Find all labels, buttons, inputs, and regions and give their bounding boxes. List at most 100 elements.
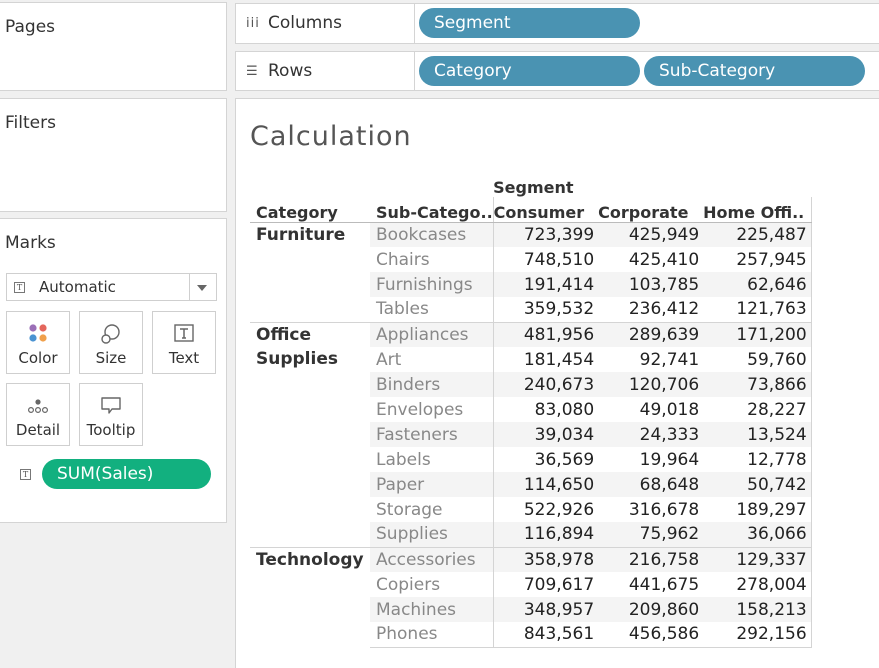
value-cell[interactable]: 92,741 bbox=[639, 349, 700, 370]
value-cell[interactable]: 441,675 bbox=[628, 574, 700, 595]
value-cell[interactable]: 456,586 bbox=[598, 622, 704, 648]
columns-shelf-label: iii Columns bbox=[236, 4, 415, 43]
value-cell[interactable]: 236,412 bbox=[628, 299, 700, 320]
size-card[interactable]: Size bbox=[79, 311, 143, 374]
table-row: Office Supplies Appliances 481,956 289,639 1… bbox=[250, 321, 812, 547]
chevron-down-icon[interactable] bbox=[197, 285, 207, 291]
color-card[interactable]: Color bbox=[6, 311, 70, 374]
sub-category-cell[interactable]: Copiers bbox=[376, 574, 441, 595]
value-cell[interactable]: 39,034 bbox=[492, 422, 599, 447]
sub-category-cell[interactable]: Paper bbox=[370, 472, 494, 497]
value-cell[interactable]: 49,018 bbox=[639, 399, 700, 420]
value-cell[interactable]: 73,866 bbox=[703, 372, 812, 397]
value-cell[interactable]: 19,964 bbox=[639, 449, 700, 470]
value-cell[interactable]: 425,410 bbox=[628, 249, 700, 270]
tooltip-card[interactable]: Tooltip bbox=[79, 383, 143, 446]
corporate-column-header[interactable]: Corporate bbox=[598, 197, 704, 223]
value-cell[interactable]: 522,926 bbox=[492, 497, 599, 522]
value-cell[interactable]: 209,860 bbox=[598, 597, 704, 622]
sub-category-cell[interactable]: Furnishings bbox=[370, 272, 494, 297]
value-cell[interactable]: 158,213 bbox=[703, 597, 812, 622]
category-cell[interactable]: Furniture bbox=[256, 224, 346, 245]
value-cell[interactable]: 50,742 bbox=[703, 472, 812, 497]
value-cell[interactable]: 68,648 bbox=[598, 472, 704, 497]
value-cell[interactable]: 171,200 bbox=[703, 321, 812, 347]
value-cell[interactable]: 240,673 bbox=[492, 372, 599, 397]
text-card[interactable]: Text bbox=[152, 311, 216, 374]
sub-category-cell[interactable]: Fasteners bbox=[370, 422, 494, 447]
value-cell[interactable]: 121,763 bbox=[703, 297, 812, 322]
value-cell[interactable]: 189,297 bbox=[703, 497, 812, 522]
category-cell[interactable]: Technology bbox=[250, 546, 370, 647]
value-cell[interactable]: 12,778 bbox=[703, 447, 812, 472]
value-cell[interactable]: 709,617 bbox=[492, 572, 599, 597]
value-cell[interactable]: 59,760 bbox=[703, 347, 812, 372]
value-cell[interactable]: 120,706 bbox=[598, 372, 704, 397]
value-cell[interactable]: 723,399 bbox=[492, 222, 599, 247]
sub-category-cell[interactable]: Phones bbox=[370, 622, 494, 648]
filters-panel[interactable]: Filters bbox=[0, 98, 227, 212]
columns-shelf[interactable]: iii Columns Segment bbox=[235, 3, 879, 44]
value-cell[interactable]: 75,962 bbox=[598, 522, 704, 547]
sub-category-cell[interactable]: Envelopes bbox=[376, 399, 464, 420]
category-cell[interactable]: Office Supplies bbox=[250, 321, 370, 547]
sub-category-cell[interactable]: Storage bbox=[376, 499, 443, 520]
value-cell[interactable]: 36,569 bbox=[492, 447, 599, 472]
mark-type-dropdown[interactable]: T Automatic bbox=[6, 273, 217, 301]
sub-category-cell[interactable]: Bookcases bbox=[370, 222, 494, 247]
value-cell[interactable]: 843,561 bbox=[492, 622, 599, 648]
value-cell[interactable]: 114,650 bbox=[492, 472, 599, 497]
sum-sales-pill[interactable]: SUM(Sales) bbox=[42, 459, 211, 489]
sub-category-cell[interactable]: Binders bbox=[370, 372, 494, 397]
value-cell[interactable]: 36,066 bbox=[703, 522, 812, 547]
value-cell[interactable]: 28,227 bbox=[703, 397, 812, 422]
segment-pill[interactable]: Segment bbox=[419, 8, 640, 38]
sub-category-column-header[interactable]: Sub-Catego.. bbox=[370, 197, 494, 223]
sub-category-cell[interactable]: Art bbox=[376, 349, 402, 370]
category-pill[interactable]: Category bbox=[419, 56, 640, 86]
value-cell[interactable]: 129,337 bbox=[703, 546, 812, 572]
consumer-column-header[interactable]: Consumer bbox=[492, 197, 599, 223]
text-encoding-icon[interactable]: T bbox=[20, 469, 31, 480]
value-cell[interactable]: 103,785 bbox=[598, 272, 704, 297]
size-circles-icon bbox=[101, 324, 120, 344]
sub-category-cell[interactable]: Labels bbox=[376, 449, 431, 470]
color-dots-icon bbox=[29, 324, 47, 342]
value-cell[interactable]: 62,646 bbox=[703, 272, 812, 297]
value-cell[interactable]: 216,758 bbox=[598, 546, 704, 572]
value-cell[interactable]: 748,510 bbox=[492, 247, 599, 272]
value-cell[interactable]: 425,949 bbox=[598, 222, 704, 247]
sub-category-cell[interactable]: Tables bbox=[376, 299, 429, 320]
pages-panel[interactable]: Pages bbox=[0, 2, 227, 91]
value-cell[interactable]: 225,487 bbox=[703, 222, 812, 247]
value-cell[interactable]: 181,454 bbox=[492, 347, 599, 372]
value-cell[interactable]: 316,678 bbox=[628, 499, 700, 520]
value-cell[interactable]: 191,414 bbox=[492, 272, 599, 297]
value-cell[interactable]: 348,957 bbox=[492, 597, 599, 622]
sub-category-cell[interactable]: Machines bbox=[370, 597, 494, 622]
value-cell[interactable]: 24,333 bbox=[598, 422, 704, 447]
tooltip-card-label: Tooltip bbox=[86, 421, 136, 439]
home-office-column-header[interactable]: Home Offi.. bbox=[703, 197, 812, 223]
rows-shelf[interactable]: ☰ Rows Category Sub-Category bbox=[235, 51, 879, 91]
value-cell[interactable]: 481,956 bbox=[492, 321, 599, 347]
sub-category-cell[interactable]: Chairs bbox=[376, 249, 430, 270]
value-cell[interactable]: 116,894 bbox=[492, 522, 599, 547]
value-cell[interactable]: 358,978 bbox=[492, 546, 599, 572]
value-cell[interactable]: 257,945 bbox=[703, 247, 812, 272]
value-cell[interactable]: 292,156 bbox=[703, 622, 812, 648]
dropdown-separator bbox=[189, 274, 190, 300]
sub-category-cell[interactable]: Supplies bbox=[370, 522, 494, 547]
value-cell[interactable]: 289,639 bbox=[598, 321, 704, 347]
value-cell[interactable]: 359,532 bbox=[492, 297, 599, 322]
sub-category-cell[interactable]: Appliances bbox=[370, 321, 494, 347]
detail-card[interactable]: Detail bbox=[6, 383, 70, 446]
sub-category-cell[interactable]: Accessories bbox=[370, 546, 494, 572]
view-panel: Calculation Segment Category Sub-Catego.… bbox=[235, 98, 879, 668]
marks-panel: Marks T Automatic Color Size Text bbox=[0, 218, 227, 523]
category-column-header[interactable]: Category bbox=[250, 197, 370, 223]
value-cell[interactable]: 83,080 bbox=[492, 397, 599, 422]
value-cell[interactable]: 278,004 bbox=[703, 572, 812, 597]
sub-category-pill[interactable]: Sub-Category bbox=[644, 56, 865, 86]
value-cell[interactable]: 13,524 bbox=[703, 422, 812, 447]
